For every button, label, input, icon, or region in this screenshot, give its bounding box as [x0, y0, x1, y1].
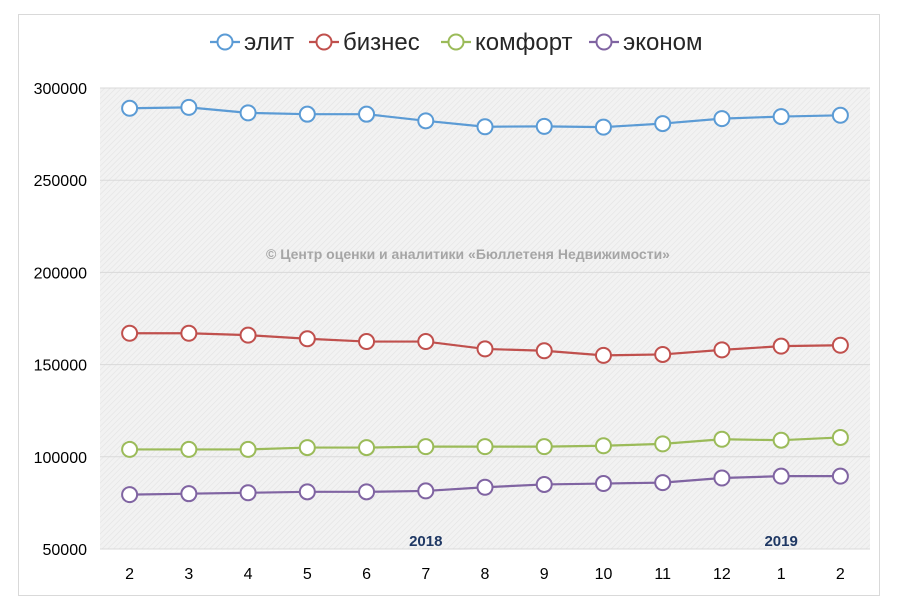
- data-point: [358, 439, 376, 457]
- data-point: [180, 324, 198, 342]
- data-point: [180, 485, 198, 503]
- data-point: [358, 105, 376, 123]
- x-tick-label: 3: [184, 566, 193, 583]
- data-point: [654, 435, 672, 453]
- legend-marker: [315, 33, 333, 51]
- x-tick-label: 10: [595, 566, 613, 583]
- series-комфорт: [121, 428, 849, 458]
- data-point: [772, 467, 790, 485]
- data-point: [417, 438, 435, 456]
- x-tick-label: 4: [244, 566, 253, 583]
- year-label: 2019: [764, 533, 797, 550]
- data-point: [831, 467, 849, 485]
- data-point: [654, 115, 672, 133]
- data-point: [358, 333, 376, 351]
- x-tick-label: 9: [540, 566, 549, 583]
- data-point: [476, 478, 494, 496]
- data-point: [298, 483, 316, 501]
- data-point: [298, 330, 316, 348]
- data-point: [594, 346, 612, 364]
- legend-item-бизнес: бизнес: [309, 29, 420, 56]
- x-tick-label: 7: [421, 566, 430, 583]
- legend-marker: [595, 33, 613, 51]
- data-point: [298, 105, 316, 123]
- data-point: [417, 482, 435, 500]
- data-point: [831, 106, 849, 124]
- legend-label: эконом: [623, 29, 702, 56]
- data-point: [772, 108, 790, 126]
- legend-item-комфорт: комфорт: [441, 29, 573, 56]
- x-tick-label: 12: [713, 566, 731, 583]
- x-tick-label: 8: [481, 566, 490, 583]
- y-tick-label: 50000: [43, 542, 88, 559]
- x-tick-label: 5: [303, 566, 312, 583]
- x-axis: 2 3 4 5 6 7 8 9 10 11 12 1 2: [125, 566, 845, 583]
- data-point: [476, 340, 494, 358]
- data-point: [180, 440, 198, 458]
- data-point: [594, 475, 612, 493]
- data-point: [594, 437, 612, 455]
- data-point: [417, 333, 435, 351]
- year-label: 2018: [409, 533, 442, 550]
- data-point: [654, 474, 672, 492]
- data-point: [417, 112, 435, 130]
- data-point: [239, 326, 257, 344]
- data-point: [831, 428, 849, 446]
- x-tick-label: 2: [836, 566, 845, 583]
- data-point: [654, 345, 672, 363]
- data-point: [535, 117, 553, 135]
- data-point: [713, 341, 731, 359]
- data-point: [298, 439, 316, 457]
- data-point: [594, 118, 612, 136]
- data-point: [121, 99, 139, 117]
- data-point: [713, 469, 731, 487]
- data-point: [772, 337, 790, 355]
- legend-marker: [216, 33, 234, 51]
- legend-item-элит: элит: [210, 29, 294, 56]
- series-эконом: [121, 467, 849, 504]
- gridlines: [100, 87, 870, 550]
- legend-label: элит: [244, 29, 294, 56]
- y-tick-label: 150000: [34, 358, 87, 375]
- x-tick-label: 6: [362, 566, 371, 583]
- y-tick-label: 300000: [34, 81, 87, 98]
- data-point: [535, 342, 553, 360]
- data-point: [535, 438, 553, 456]
- data-point: [121, 440, 139, 458]
- data-point: [239, 484, 257, 502]
- series-layer: [121, 98, 849, 504]
- series-бизнес: [121, 324, 849, 364]
- data-point: [772, 431, 790, 449]
- data-point: [713, 430, 731, 448]
- data-point: [476, 438, 494, 456]
- year-annotations: 2018 2019: [409, 533, 798, 550]
- x-tick-label: 1: [777, 566, 786, 583]
- legend-item-эконом: эконом: [589, 29, 702, 56]
- legend-label: комфорт: [475, 29, 573, 56]
- data-point: [121, 324, 139, 342]
- data-point: [476, 118, 494, 136]
- data-point: [121, 486, 139, 504]
- y-axis: 50000 100000 150000 200000 250000 300000: [34, 81, 87, 559]
- x-tick-label: 11: [654, 566, 671, 583]
- data-point: [180, 98, 198, 116]
- plot-area: [100, 88, 870, 549]
- x-tick-label: 2: [125, 566, 134, 583]
- y-tick-label: 100000: [34, 450, 87, 467]
- data-point: [358, 483, 376, 501]
- data-point: [535, 475, 553, 493]
- watermark-text: © Центр оценки и аналитики «Бюллетеня Не…: [266, 246, 670, 262]
- legend-marker: [447, 33, 465, 51]
- data-point: [239, 104, 257, 122]
- y-tick-label: 250000: [34, 173, 87, 190]
- data-point: [831, 336, 849, 354]
- data-point: [713, 110, 731, 128]
- data-point: [239, 440, 257, 458]
- legend-label: бизнес: [343, 29, 420, 56]
- series-элит: [121, 98, 849, 136]
- chart-legend: элит бизнес комфорт эконом: [210, 29, 702, 56]
- y-tick-label: 200000: [34, 265, 87, 282]
